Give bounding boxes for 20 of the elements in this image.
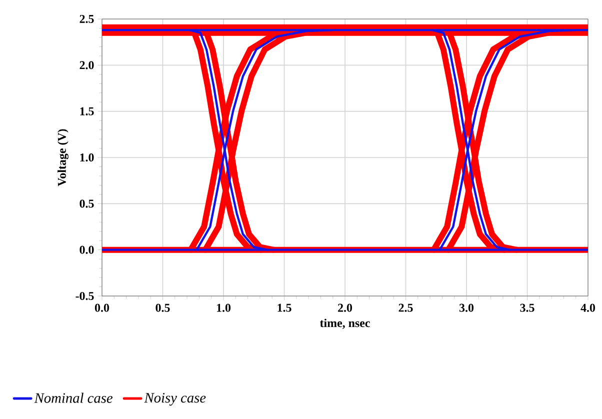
y-tick-label: 1.5 <box>80 107 94 116</box>
x-tick-label: 1.0 <box>216 304 231 312</box>
x-tick-label: 4.0 <box>580 304 596 312</box>
legend-label: Nominal case <box>34 392 113 403</box>
x-tick-label: 0.5 <box>156 304 170 312</box>
x-tick-label: 0.0 <box>94 304 110 312</box>
x-tick-label: 3.0 <box>459 304 474 312</box>
x-tick-label: 2.5 <box>398 304 413 312</box>
x-tick-label: 1.5 <box>278 304 292 312</box>
x-axis-title: time, nsec <box>320 318 370 329</box>
x-tick-label: 2.0 <box>338 304 352 312</box>
y-tick-label: 1.0 <box>80 153 94 162</box>
y-tick-label: 0.0 <box>80 246 94 254</box>
legend-label: Noisy case <box>144 392 206 406</box>
y-tick-label: 2.0 <box>80 61 94 70</box>
y-tick-label: -0.5 <box>76 292 94 300</box>
y-axis-title: Voltage (V) <box>58 129 68 186</box>
x-tick-label: 3.5 <box>520 304 534 312</box>
y-tick-label: 0.5 <box>80 200 94 208</box>
y-tick-label: 2.5 <box>80 14 94 24</box>
